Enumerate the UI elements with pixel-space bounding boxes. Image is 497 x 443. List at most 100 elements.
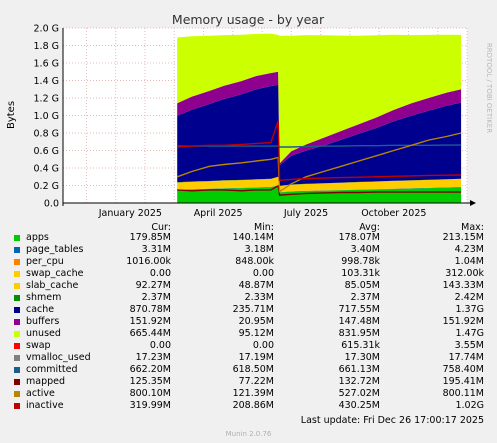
- legend-min: 848.00k: [235, 256, 274, 267]
- legend-swatch: [14, 283, 20, 289]
- legend-swatch: [14, 307, 20, 313]
- area-cache: [177, 84, 462, 186]
- legend-max: 17.74M: [448, 352, 484, 363]
- legend-avg: 17.30M: [344, 352, 380, 363]
- y-tick-label: 1.2 G: [34, 94, 60, 105]
- legend-avg: 998.78k: [341, 256, 380, 267]
- legend-row-committed: committed 662.20M 618.50M 661.13M 758.40M: [0, 364, 497, 376]
- legend-label: slab_cache: [26, 280, 79, 291]
- legend-min: 2.33M: [244, 292, 274, 303]
- legend-row-mapped: mapped 125.35M 77.22M 132.72M 195.41M: [0, 376, 497, 388]
- legend-cur: 179.85M: [129, 232, 171, 243]
- legend-label: swap_cache: [26, 268, 84, 279]
- legend-row-unused: unused 665.44M 95.12M 831.95M 1.47G: [0, 328, 497, 340]
- legend-label: committed: [26, 364, 78, 375]
- legend-avg: 615.31k: [341, 340, 380, 351]
- y-tick-label: 1.6 G: [34, 59, 60, 70]
- legend-swatch: [14, 319, 20, 325]
- legend-max: 195.41M: [442, 376, 484, 387]
- legend-min: 0.00: [252, 340, 274, 351]
- legend-cur: 662.20M: [129, 364, 171, 375]
- legend-row-vmalloc_used: vmalloc_used 17.23M 17.19M 17.30M 17.74M: [0, 352, 497, 364]
- legend-swatch: [14, 391, 20, 397]
- legend-avg: 430.25M: [338, 400, 380, 411]
- x-tick-label: April 2025: [194, 208, 243, 219]
- legend-avg: 3.40M: [350, 244, 380, 255]
- legend-min: 77.22M: [238, 376, 274, 387]
- legend-cur: 0.00: [149, 268, 171, 279]
- y-tick-label: 0.2 G: [34, 181, 60, 192]
- legend-swatch: [14, 271, 20, 277]
- legend-swatch: [14, 355, 20, 361]
- legend-min: 3.18M: [244, 244, 274, 255]
- line-mapped: [177, 184, 462, 196]
- legend-header-min: Min:: [253, 222, 274, 233]
- legend-row-swap: swap 0.00 0.00 615.31k 3.55M: [0, 340, 497, 352]
- line-inactive: [177, 120, 462, 182]
- legend-header-max: Max:: [461, 222, 484, 233]
- legend-min: 208.86M: [232, 400, 274, 411]
- legend-min: 121.39M: [232, 388, 274, 399]
- legend-min: 20.95M: [238, 316, 274, 327]
- legend-swatch: [14, 295, 20, 301]
- y-tick-label: 0.6 G: [34, 146, 60, 157]
- legend-label: buffers: [26, 316, 60, 327]
- legend-cur: 800.10M: [129, 388, 171, 399]
- legend-swatch: [14, 379, 20, 385]
- legend-label: mapped: [26, 376, 66, 387]
- legend-row-slab_cache: slab_cache 92.27M 48.87M 85.05M 143.33M: [0, 280, 497, 292]
- line-active: [176, 132, 462, 193]
- legend-label: swap: [26, 340, 51, 351]
- legend-cur: 2.37M: [141, 292, 171, 303]
- legend-max: 2.42M: [454, 292, 484, 303]
- legend-max: 143.33M: [442, 280, 484, 291]
- legend-cur: 17.23M: [135, 352, 171, 363]
- x-tick-label: July 2025: [283, 208, 328, 219]
- legend-max: 1.37G: [455, 304, 484, 315]
- y-tick-label: 2.0 G: [34, 24, 60, 35]
- legend-cur: 319.99M: [129, 400, 171, 411]
- y-tick-label: 1.4 G: [34, 76, 60, 87]
- legend-swatch: [14, 367, 20, 373]
- legend-cur: 3.31M: [141, 244, 171, 255]
- legend-cur: 125.35M: [129, 376, 171, 387]
- legend-cur: 870.78M: [129, 304, 171, 315]
- x-axis-arrow: [470, 200, 476, 206]
- legend-row-inactive: inactive 319.99M 208.86M 430.25M 1.02G: [0, 400, 497, 412]
- legend-avg: 85.05M: [344, 280, 380, 291]
- legend-max: 1.47G: [455, 328, 484, 339]
- legend-cur: 0.00: [149, 340, 171, 351]
- legend-label: cache: [26, 304, 55, 315]
- legend-label: page_tables: [26, 244, 84, 255]
- legend-cur: 1016.00k: [126, 256, 171, 267]
- legend-cur: 92.27M: [135, 280, 171, 291]
- legend-avg: 831.95M: [338, 328, 380, 339]
- legend-min: 48.87M: [238, 280, 274, 291]
- legend-label: unused: [26, 328, 61, 339]
- area-slab_cache: [177, 176, 462, 193]
- y-tick-label: 0.8 G: [34, 129, 60, 140]
- legend-row-cache: cache 870.78M 235.71M 717.55M 1.37G: [0, 304, 497, 316]
- legend-max: 312.00k: [445, 268, 484, 279]
- legend-avg: 661.13M: [338, 364, 380, 375]
- y-tick-label: 0.0: [44, 199, 59, 210]
- legend-swatch: [14, 235, 20, 241]
- legend-row-swap_cache: swap_cache 0.00 0.00 103.31k 312.00k: [0, 268, 497, 280]
- y-tick-label: 0.4 G: [34, 164, 60, 175]
- x-tick-labels: January 2025 April 2025 July 2025 October 2…: [98, 208, 427, 219]
- legend-min: 235.71M: [232, 304, 274, 315]
- legend-swatch: [14, 331, 20, 337]
- legend-avg: 147.48M: [338, 316, 380, 327]
- legend-row-apps: apps 179.85M 140.14M 178.07M 213.15M: [0, 232, 497, 244]
- y-tick-labels: 0.0 0.2 G 0.4 G 0.6 G 0.8 G 1.0 G 1.2 G 1.4 G 1.…: [34, 24, 60, 210]
- legend-row-active: active 800.10M 121.39M 527.02M 800.11M: [0, 388, 497, 400]
- y-tick-label: 1.0 G: [34, 111, 60, 122]
- area-unused: [177, 33, 462, 164]
- legend-max: 3.55M: [454, 340, 484, 351]
- legend-header: Cur: Min: Avg: Max:: [0, 222, 497, 234]
- legend-max: 213.15M: [442, 232, 484, 243]
- legend-header-avg: Avg:: [359, 222, 380, 233]
- legend-max: 800.11M: [442, 388, 484, 399]
- legend-min: 0.00: [252, 268, 274, 279]
- legend-cur: 665.44M: [129, 328, 171, 339]
